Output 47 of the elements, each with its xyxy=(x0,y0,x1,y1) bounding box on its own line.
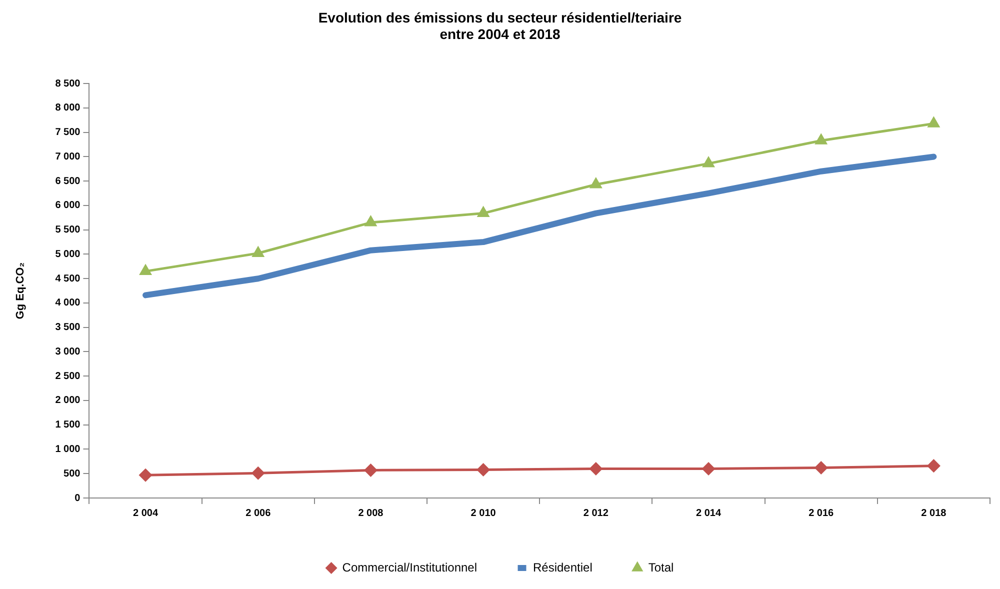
y-tick-label: 4 000 xyxy=(55,298,81,309)
point xyxy=(140,265,152,276)
y-tick-label: 1 500 xyxy=(55,420,81,431)
x-tick-label: 2 006 xyxy=(246,508,272,519)
x-tick-label: 2 018 xyxy=(921,508,947,519)
x-tick-label: 2 012 xyxy=(583,508,609,519)
y-tick-label: 4 500 xyxy=(55,273,81,284)
point xyxy=(139,468,152,482)
y-tick-label: 2 500 xyxy=(55,370,81,382)
y-tick-label: 0 xyxy=(74,492,81,504)
y-tick-label: 8 500 xyxy=(55,78,81,90)
x-tick-label: 2 004 xyxy=(133,508,158,519)
y-tick-label: 3 000 xyxy=(55,346,81,358)
y-tick-label: 500 xyxy=(64,468,81,480)
point xyxy=(590,178,602,188)
point xyxy=(478,207,489,218)
y-tick-label: 1 000 xyxy=(55,444,81,455)
point xyxy=(814,462,828,474)
point xyxy=(702,462,715,475)
x-tick-label: 2 016 xyxy=(808,508,834,519)
x-tick-label: 2 010 xyxy=(470,508,496,519)
y-tick-label: 7 000 xyxy=(55,151,81,162)
chart-title: Evolution des émissions du secteur résidentiel/teriaire entre 2004 et 2018 xyxy=(318,9,682,42)
y-tick-label: 7 500 xyxy=(55,127,81,138)
x-tick-label: 2 008 xyxy=(358,508,384,519)
y-tick-label: 3 500 xyxy=(55,322,81,334)
legend-label: Commercial/Institutionnel xyxy=(342,560,477,574)
point xyxy=(252,466,264,480)
y-tick-label: 6 000 xyxy=(55,200,81,212)
point xyxy=(365,216,376,226)
point xyxy=(364,464,377,476)
y-tick-label: 5 000 xyxy=(55,248,81,260)
y-tick-label: 6 500 xyxy=(55,176,81,187)
point xyxy=(927,460,940,472)
legend-label: Total xyxy=(648,560,674,574)
x-tick-label: 2 014 xyxy=(696,508,722,519)
legend-label: Résidentiel xyxy=(533,560,592,574)
point xyxy=(590,462,602,475)
point xyxy=(816,134,827,144)
point xyxy=(477,463,490,476)
y-axis-title: Gg Eq.CO₂ xyxy=(14,262,27,320)
y-tick-label: 2 000 xyxy=(55,395,81,406)
point xyxy=(702,157,714,168)
point xyxy=(928,117,940,128)
point xyxy=(252,247,264,258)
y-tick-label: 5 500 xyxy=(55,224,81,236)
y-tick-label: 8 000 xyxy=(55,102,81,114)
